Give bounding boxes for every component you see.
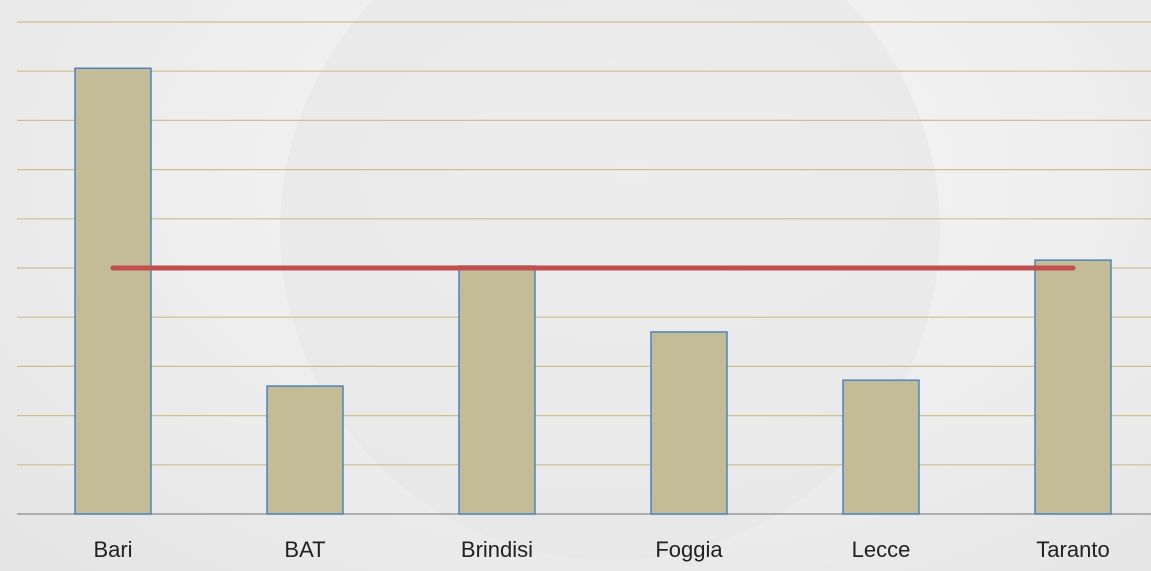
background-ball [280,0,940,560]
bar [842,379,920,515]
x-tick-label: BAT [284,537,325,562]
x-tick-label: Foggia [655,537,723,562]
x-tick-label: Brindisi [461,537,533,562]
bar [74,67,152,515]
bar [266,385,344,515]
bar [458,265,536,515]
bar [1034,259,1112,515]
x-tick-label: Bari [93,537,132,562]
bar [650,331,728,515]
x-tick-label: Taranto [1036,537,1109,562]
x-tick-label: Lecce [852,537,911,562]
